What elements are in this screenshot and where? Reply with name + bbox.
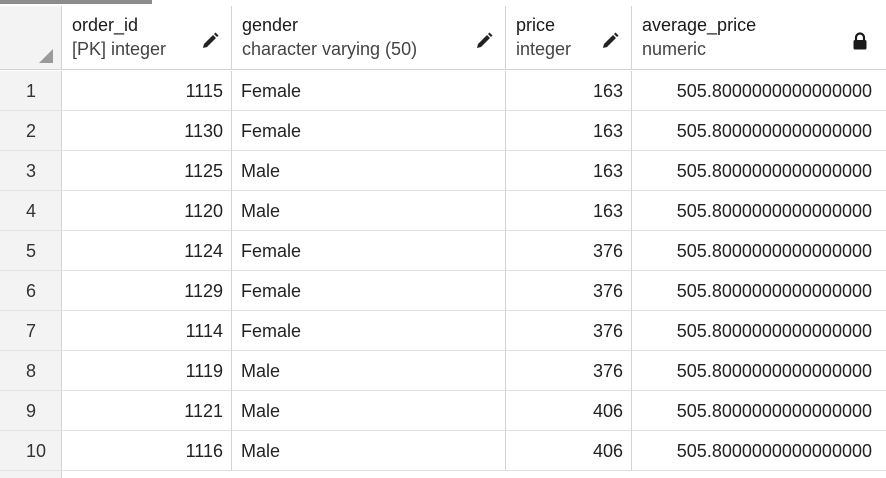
lock-icon [853,32,867,50]
column-name: order_id [72,15,139,35]
cell-order-id[interactable]: 1116 [62,431,232,471]
cell-price[interactable]: 406 [506,391,632,431]
table-row[interactable]: 7 1114 Female 376 505.8000000000000000 [0,311,886,351]
cell-gender[interactable]: Male [232,431,506,471]
row-number[interactable]: 1 [0,71,62,111]
partial-next-row [0,471,886,478]
cell-order-id[interactable]: 1120 [62,191,232,231]
row-number[interactable]: 9 [0,391,62,431]
column-name: average_price [642,15,757,35]
cell-price[interactable]: 406 [506,431,632,471]
select-all-icon [39,49,53,63]
cell-gender[interactable]: Female [232,311,506,351]
column-header-gender[interactable]: gender character varying (50) [232,6,506,70]
cell-order-id[interactable]: 1125 [62,151,232,191]
table-row[interactable]: 1 1115 Female 163 505.8000000000000000 [0,71,886,111]
cell-order-id[interactable]: 1124 [62,231,232,271]
column-type: integer [516,39,572,59]
cell-gender[interactable]: Male [232,391,506,431]
cell-gender[interactable]: Female [232,111,506,151]
column-type: numeric [642,39,707,59]
table-row[interactable]: 6 1129 Female 376 505.8000000000000000 [0,271,886,311]
cell-order-id[interactable]: 1130 [62,111,232,151]
row-number[interactable]: 8 [0,351,62,391]
row-number[interactable]: 6 [0,271,62,311]
pencil-icon[interactable] [474,31,494,51]
row-number[interactable]: 7 [0,311,62,351]
cell-price[interactable]: 163 [506,151,632,191]
cell-gender[interactable]: Male [232,151,506,191]
column-header-price[interactable]: price integer [506,6,632,70]
column-type: character varying (50) [242,39,418,59]
row-number[interactable]: 10 [0,431,62,471]
cell-price[interactable]: 163 [506,71,632,111]
row-number[interactable]: 3 [0,151,62,191]
row-number[interactable]: 4 [0,191,62,231]
cell-price[interactable]: 163 [506,191,632,231]
cell-gender[interactable]: Male [232,191,506,231]
cell-average-price[interactable]: 505.8000000000000000 [632,391,886,431]
cell-order-id[interactable]: 1115 [62,71,232,111]
cell-gender[interactable]: Female [232,71,506,111]
table-row[interactable]: 5 1124 Female 376 505.8000000000000000 [0,231,886,271]
column-type: [PK] integer [72,39,167,59]
column-name: price [516,15,556,35]
cell-order-id[interactable]: 1119 [62,351,232,391]
cell-order-id[interactable]: 1114 [62,311,232,351]
cell-gender[interactable]: Female [232,231,506,271]
pencil-icon[interactable] [200,31,220,51]
cell-price[interactable]: 163 [506,111,632,151]
cell-average-price[interactable]: 505.8000000000000000 [632,351,886,391]
cell-order-id[interactable]: 1121 [62,391,232,431]
column-name: gender [242,15,299,35]
cell-gender[interactable]: Male [232,351,506,391]
cell-average-price[interactable]: 505.8000000000000000 [632,71,886,111]
cell-average-price[interactable]: 505.8000000000000000 [632,311,886,351]
pencil-icon[interactable] [600,31,620,51]
cell-price[interactable]: 376 [506,351,632,391]
cell-average-price[interactable]: 505.8000000000000000 [632,191,886,231]
cell-average-price[interactable]: 505.8000000000000000 [632,271,886,311]
table-row[interactable]: 9 1121 Male 406 505.8000000000000000 [0,391,886,431]
cell-order-id[interactable]: 1129 [62,271,232,311]
table-row[interactable]: 4 1120 Male 163 505.8000000000000000 [0,191,886,231]
row-number[interactable]: 5 [0,231,62,271]
cell-average-price[interactable]: 505.8000000000000000 [632,231,886,271]
select-all-corner[interactable] [0,6,62,70]
table-row[interactable]: 3 1125 Male 163 505.8000000000000000 [0,151,886,191]
cell-price[interactable]: 376 [506,311,632,351]
row-number-cell [0,471,62,478]
table-row[interactable]: 10 1116 Male 406 505.8000000000000000 [0,431,886,471]
table-row[interactable]: 2 1130 Female 163 505.8000000000000000 [0,111,886,151]
table-row[interactable]: 8 1119 Male 376 505.8000000000000000 [0,351,886,391]
cell-gender[interactable]: Female [232,271,506,311]
cell-average-price[interactable]: 505.8000000000000000 [632,151,886,191]
cell-average-price[interactable]: 505.8000000000000000 [632,431,886,471]
column-header-average-price[interactable]: average_price numeric [632,6,886,70]
cell-price[interactable]: 376 [506,271,632,311]
scroll-indicator [0,0,152,4]
cell-price[interactable]: 376 [506,231,632,271]
column-header-order-id[interactable]: order_id [PK] integer [62,6,232,70]
row-number[interactable]: 2 [0,111,62,151]
cell-average-price[interactable]: 505.8000000000000000 [632,111,886,151]
